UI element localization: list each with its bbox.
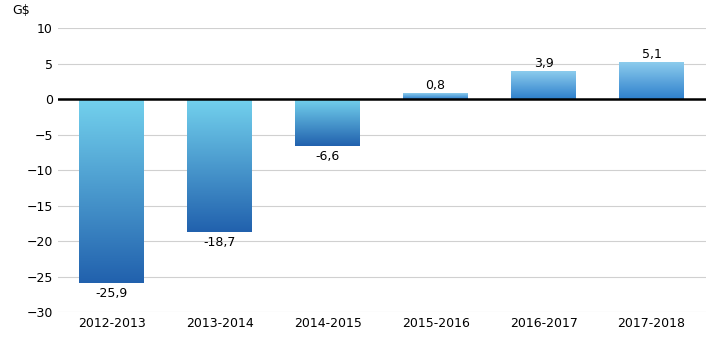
Text: -6,6: -6,6	[315, 150, 340, 163]
Text: -25,9: -25,9	[96, 287, 127, 300]
Text: G$: G$	[12, 4, 30, 17]
Text: 3,9: 3,9	[534, 56, 554, 70]
Text: 0,8: 0,8	[426, 78, 446, 92]
Text: -18,7: -18,7	[204, 236, 235, 249]
Text: 5,1: 5,1	[642, 48, 662, 61]
